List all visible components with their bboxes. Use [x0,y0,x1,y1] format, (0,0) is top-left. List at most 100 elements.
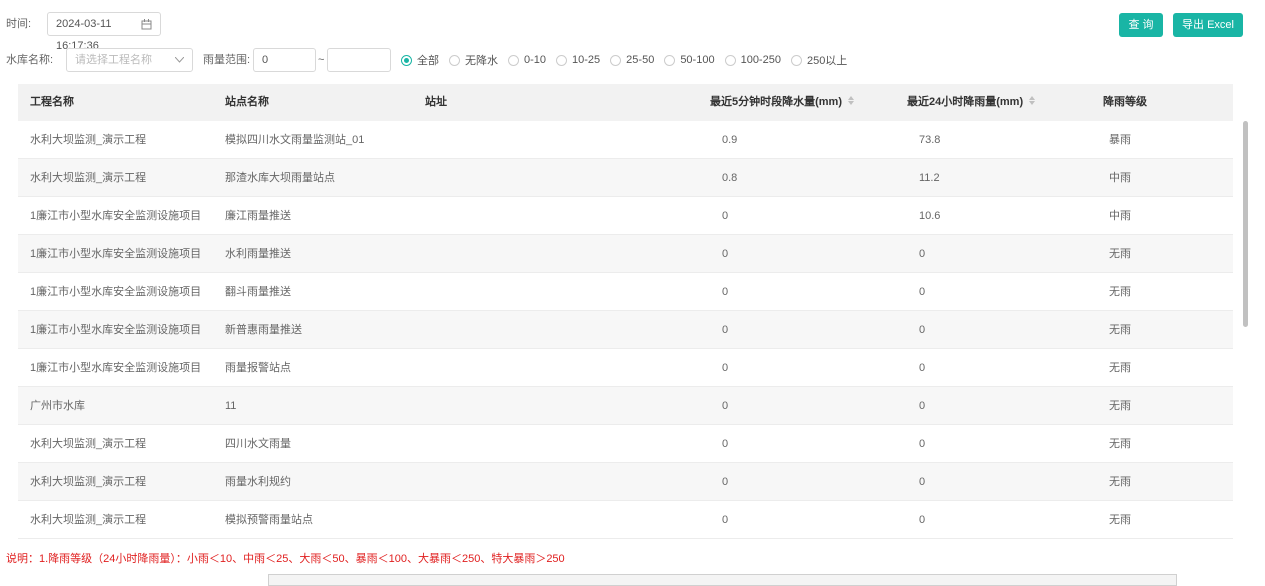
radio-dot [449,54,460,66]
table-cell: 新普惠雨量推送 [225,324,302,336]
table-cell: 0 [722,286,729,298]
range-max-input[interactable] [327,48,391,72]
table-cell: 无雨 [1109,324,1131,336]
table-cell: 11.2 [919,172,940,184]
radio-option[interactable]: 全部 [401,52,439,68]
sort-icon[interactable] [1029,96,1036,105]
table-cell: 四川水文雨量 [225,438,291,450]
table-cell: 水利大坝监测_演示工程 [30,134,147,146]
range-label: 雨量范围: [203,54,251,66]
table-cell: 0 [722,476,729,488]
table-row: 水利大坝监测_演示工程 模拟预警雨量站点 0 0 无雨 [18,501,1233,539]
table-row: 广州市水库 11 0 0 无雨 [18,387,1233,425]
table-row: 1廉江市小型水库安全监测设施项目 新普惠雨量推送 0 0 无雨 [18,311,1233,349]
table-cell: 无雨 [1109,476,1131,488]
column-title: 最近24小时降雨量(mm) [907,96,1024,108]
radio-label: 全部 [417,55,439,67]
range-min-input[interactable]: 0 [253,48,316,72]
chevron-icon [175,57,184,63]
table-cell: 0 [919,514,926,526]
calendar-icon [141,19,152,30]
range-separator: ~ [318,54,325,66]
table-cell: 模拟预警雨量站点 [225,514,313,526]
radio-dot [508,54,519,66]
table-cell: 1廉江市小型水库安全监测设施项目 [30,210,202,222]
table-cell: 0 [722,324,729,336]
table-cell: 11 [225,400,237,412]
radio-dot [610,54,622,66]
table-cell: 1廉江市小型水库安全监测设施项目 [30,286,202,298]
table-cell: 0 [919,362,926,374]
table-cell: 雨量水利规约 [225,476,291,488]
table-cell: 0 [722,438,729,450]
radio-dot [724,54,736,66]
radio-dot [401,54,412,66]
radio-option[interactable]: 无降水 [449,52,498,68]
time-value: 2024-03-11 16:17:36 [56,18,112,52]
table-row: 水利大坝监测_演示工程 模拟四川水文雨量监测站_01 0.9 73.8 暴雨 [18,121,1233,159]
column-title: 最近5分钟时段降水量(mm) [710,96,843,108]
radio-label: 50-100 [680,54,715,66]
table-cell: 水利雨量推送 [225,248,291,260]
radio-option[interactable]: 0-10 [508,54,546,66]
radio-option[interactable]: 10-25 [556,54,600,66]
table-cell: 73.8 [919,134,941,146]
table-row: 1廉江市小型水库安全监测设施项目 廉江雨量推送 0 10.6 中雨 [18,197,1233,235]
radio-option[interactable]: 25-50 [610,54,654,66]
table-cell: 0 [722,362,729,374]
table-cell: 暴雨 [1109,134,1131,146]
table-cell: 翻斗雨量推送 [225,286,291,298]
radio-label: 无降水 [465,55,498,67]
table-cell: 0 [919,324,926,336]
table-row: 1廉江市小型水库安全监测设施项目 翻斗雨量推送 0 0 无雨 [18,273,1233,311]
radio-label: 250以上 [806,55,848,67]
reservoir-label: 水库名称: [6,54,54,66]
table-row: 1廉江市小型水库安全监测设施项目 水利雨量推送 0 0 无雨 [18,235,1233,273]
table-cell: 无雨 [1109,514,1131,526]
radio-label: 100-250 [740,54,781,66]
table-cell: 0.8 [722,172,738,184]
column-header[interactable]: 最近5分钟时段降水量(mm) [710,84,855,121]
radio-dot [556,54,568,66]
radio-dot [664,54,676,66]
table-cell: 1廉江市小型水库安全监测设施项目 [30,248,202,260]
time-label: 时间: [6,18,32,30]
radio-group: 全部 无降水 0-10 10-25 25-50 50-100 100-250 250以上 [401,48,857,72]
table-cell: 无雨 [1109,248,1131,260]
table-cell: 0 [722,248,729,260]
bottom-panel [268,574,1177,586]
radio-option[interactable]: 50-100 [664,54,715,66]
table-cell: 0 [919,400,926,412]
table-cell: 无雨 [1109,400,1131,412]
table-cell: 雨量报警站点 [225,362,291,374]
table-cell: 那渣水库大坝雨量站点 [225,172,335,184]
column-title: 工程名称 [30,96,74,108]
query-button[interactable]: 查 询 [1119,13,1163,37]
radio-label: 10-25 [572,54,601,66]
table-cell: 水利大坝监测_演示工程 [30,476,147,488]
time-input[interactable]: 2024-03-11 16:17:36 [47,12,161,52]
column-header: 站址 [425,84,447,121]
column-title: 站点名称 [225,96,269,108]
table-cell: 中雨 [1109,210,1131,222]
column-header: 工程名称 [30,84,74,121]
scrollbar-thumb[interactable] [1243,121,1248,327]
table-cell: 无雨 [1109,362,1131,374]
note: 说明：1.降雨等级（24小时降雨量）：小雨＜10、中雨＜25、大雨＜50、暴雨＜… [6,553,565,565]
table-cell: 水利大坝监测_演示工程 [30,514,147,526]
column-header[interactable]: 最近24小时降雨量(mm) [907,84,1036,121]
table-cell: 0 [722,210,729,222]
table-cell: 1廉江市小型水库安全监测设施项目 [30,324,202,336]
table-row: 1廉江市小型水库安全监测设施项目 雨量报警站点 0 0 无雨 [18,349,1233,387]
table-cell: 10.6 [919,210,941,222]
radio-option[interactable]: 100-250 [724,54,781,66]
radio-label: 0-10 [524,54,547,66]
column-header: 站点名称 [225,84,269,121]
table-cell: 0 [919,438,926,450]
radio-option[interactable]: 250以上 [790,52,848,68]
sort-icon[interactable] [848,96,855,105]
reservoir-select[interactable]: 请选择工程名称 [66,48,193,72]
radio-label: 25-50 [626,54,655,66]
table-cell: 0 [722,514,729,526]
export-button[interactable]: 导出 Excel [1173,13,1243,37]
